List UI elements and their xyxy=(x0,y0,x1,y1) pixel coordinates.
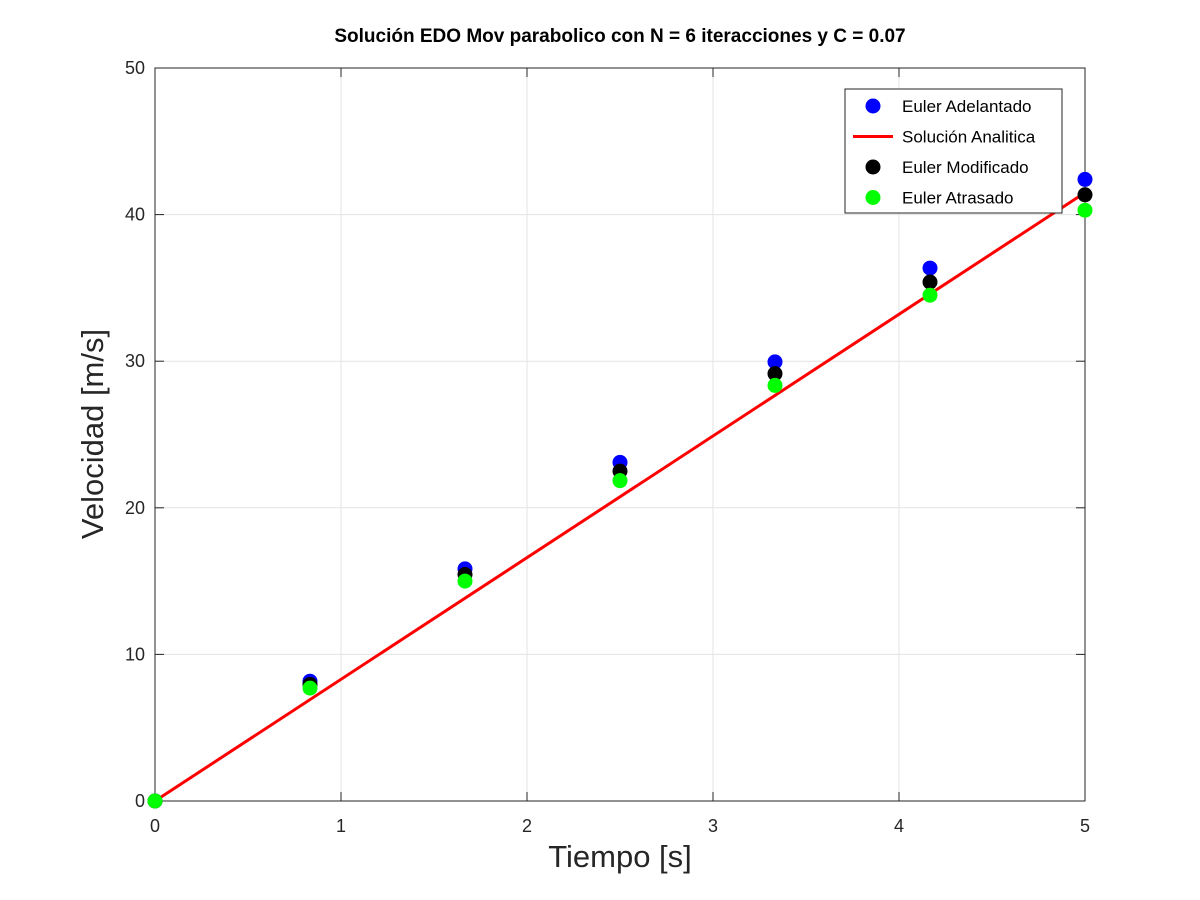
y-tick-label: 50 xyxy=(125,58,145,78)
x-tick-label: 2 xyxy=(522,816,532,836)
data-point xyxy=(767,354,783,370)
data-point xyxy=(922,260,938,276)
legend-entry-label: Solución Analitica xyxy=(902,128,1036,147)
data-point xyxy=(147,793,163,809)
data-point xyxy=(612,473,628,489)
y-tick-label: 0 xyxy=(135,791,145,811)
legend-marker-swatch xyxy=(865,159,881,175)
grid xyxy=(154,67,1086,802)
x-tick-label: 4 xyxy=(894,816,904,836)
y-axis-label: Velocidad [m/s] xyxy=(75,329,110,539)
y-tick-label: 40 xyxy=(125,205,145,225)
x-tick-label: 1 xyxy=(336,816,346,836)
y-tick-label: 30 xyxy=(125,351,145,371)
legend-entry-label: Euler Atrasado xyxy=(902,189,1014,208)
series-euler-atrasado xyxy=(147,202,1093,809)
x-axis-label: Tiempo [s] xyxy=(548,839,692,874)
y-tick-label: 20 xyxy=(125,498,145,518)
data-point xyxy=(1077,187,1093,203)
data-point xyxy=(767,377,783,393)
legend-entry-label: Euler Adelantado xyxy=(902,97,1032,116)
legend: Euler Adelantado Solución Analitica Euler … xyxy=(844,88,1063,214)
data-point xyxy=(922,287,938,303)
data-point xyxy=(457,573,473,589)
legend-marker-swatch xyxy=(865,98,881,114)
data-point xyxy=(1077,202,1093,218)
legend-box xyxy=(844,88,1063,214)
series-layer xyxy=(147,171,1093,809)
plot-frame xyxy=(154,67,1086,802)
x-tick-label: 3 xyxy=(708,816,718,836)
x-tick-label: 0 xyxy=(150,816,160,836)
chart-title: Solución EDO Mov parabolico con N = 6 it… xyxy=(334,26,905,47)
y-tick-label: 10 xyxy=(125,644,145,664)
x-tick-label: 5 xyxy=(1080,816,1090,836)
data-point xyxy=(922,274,938,290)
legend-marker-swatch xyxy=(865,190,881,205)
data-point xyxy=(1077,171,1093,187)
data-point xyxy=(302,680,318,696)
data-point xyxy=(767,366,783,382)
legend-entry-label: Euler Modificado xyxy=(902,158,1029,177)
